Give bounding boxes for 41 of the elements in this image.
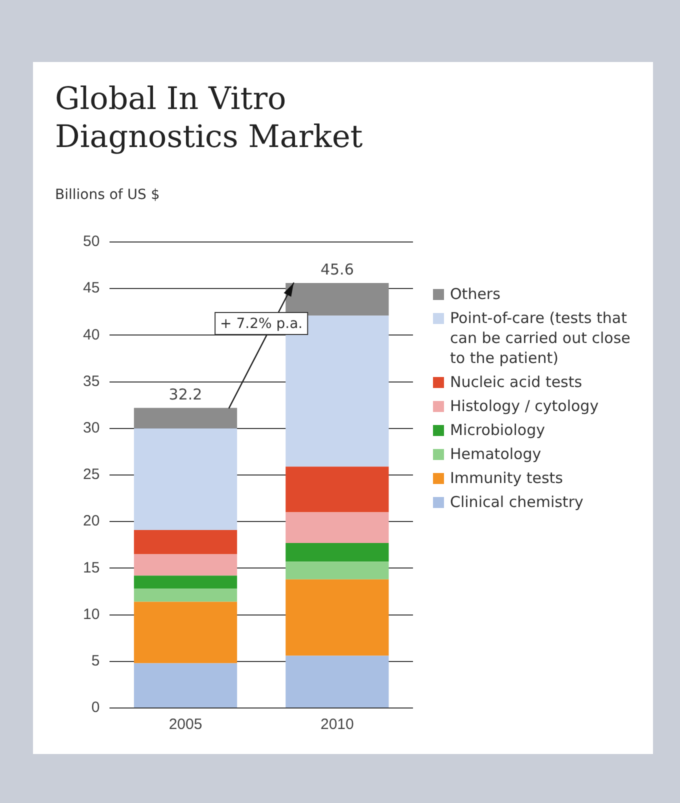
y-tick-label: 25 — [82, 466, 100, 484]
bar — [134, 530, 238, 554]
legend-label: Point-of-care (tests that can be carried out close to the patient) — [450, 308, 632, 368]
bar — [134, 428, 238, 530]
y-tick-label: 50 — [82, 233, 100, 250]
legend-label: Immunity tests — [450, 468, 563, 488]
legend-label: Clinical chemistry — [450, 492, 584, 512]
chart-title: Global In Vitro Diagnostics Market — [55, 80, 364, 156]
x-tick-label: 2005 — [168, 716, 202, 734]
bar — [286, 656, 389, 708]
legend-label: Others — [450, 284, 500, 304]
bar — [134, 602, 238, 664]
bar — [286, 283, 389, 316]
bar — [286, 543, 389, 562]
legend-label: Histology / cytology — [450, 396, 599, 416]
annotation: + 7.2% p.a. — [220, 316, 303, 332]
total-label: 45.6 — [320, 260, 354, 278]
bar — [134, 408, 238, 428]
legend-label: Hematology — [450, 444, 542, 464]
y-tick-label: 45 — [82, 280, 100, 297]
bar — [134, 588, 238, 602]
y-tick-label: 5 — [91, 652, 100, 670]
total-label: 32.2 — [168, 385, 202, 404]
bar — [134, 554, 238, 576]
y-tick-label: 20 — [82, 512, 100, 530]
bar — [286, 562, 389, 580]
bar — [134, 576, 238, 589]
y-tick-label: 30 — [82, 420, 100, 437]
y-tick-label: 40 — [82, 326, 100, 344]
legend-label: Nucleic acid tests — [450, 372, 582, 392]
legend-label: Microbiology — [450, 420, 545, 440]
bar — [286, 512, 389, 544]
y-tick-label: 10 — [82, 606, 100, 623]
y-tick-label: 35 — [82, 372, 100, 390]
y-tick-label: 15 — [82, 559, 100, 576]
y-tick-label: 0 — [91, 699, 100, 716]
y-axis-title: Billions of US $ — [55, 187, 160, 203]
bar — [134, 663, 238, 708]
bar — [286, 579, 389, 656]
bar — [286, 466, 389, 512]
x-tick-label: 2010 — [320, 716, 354, 734]
